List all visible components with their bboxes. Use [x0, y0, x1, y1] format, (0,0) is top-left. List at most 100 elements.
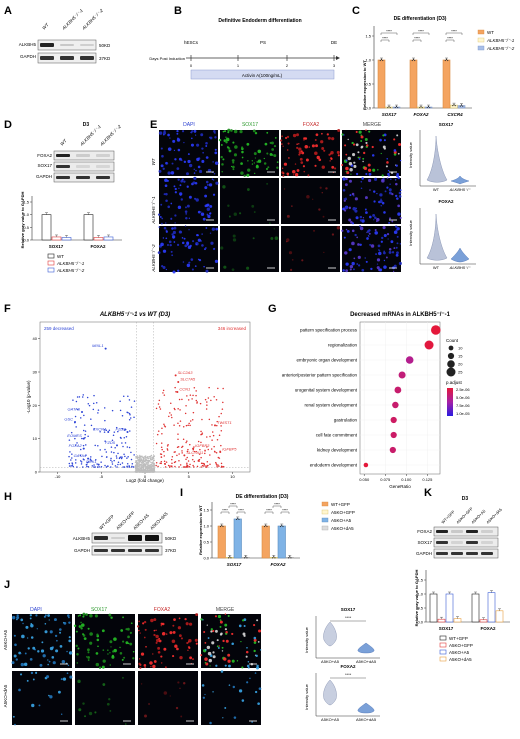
y-tick-label: 0.0 [417, 620, 423, 625]
bar-foxa2-1 [83, 214, 94, 241]
bar-foxa2-1 [261, 525, 270, 559]
volcano-point-up [186, 440, 188, 442]
volcano-point-down [86, 463, 88, 466]
go-term-dot [424, 340, 434, 350]
volcano-point-ns [141, 456, 143, 458]
y-tick-label: 0.0 [203, 556, 209, 561]
volcano-point-up [189, 463, 191, 466]
volcano-point-up [215, 399, 218, 401]
volcano-point-down [126, 466, 128, 468]
e-col-sox17: SOX17 [242, 122, 258, 128]
significance-mark: **** [274, 502, 280, 506]
volcano-point-up [171, 462, 173, 465]
k-legend-1: WT+GFP [449, 636, 468, 641]
volcano-point-up [200, 433, 202, 436]
go-term-dot [390, 431, 397, 439]
volcano-point-down [103, 431, 106, 433]
volcano-point-down [93, 394, 95, 397]
bar-foxa2-3 [424, 106, 433, 109]
volcano-point-ns [135, 456, 137, 458]
volcano-point-ns [150, 455, 152, 457]
i-legend-1: WT+GFP [331, 502, 350, 507]
volcano-point-ns [136, 455, 139, 457]
g-color-ticks: 2.5e-06 5.0e-06 7.5e-06 1.0e-05 [456, 387, 470, 416]
volcano-highlight-point [74, 421, 76, 423]
volcano-point-up [212, 434, 215, 437]
h-lane-1: WT+GFP [98, 514, 115, 531]
volcano-highlight-point [214, 424, 216, 427]
volcano-point-up [187, 448, 189, 451]
volcano-point-ns [150, 464, 152, 466]
color-legend-label: 2.5e-06 [456, 387, 470, 392]
panel-k: D3 WT+GFP A5KO+GFP A5KO+A5 A5KO+dA5 FOXA… [414, 496, 510, 662]
bar-foxa2-3 [103, 236, 114, 241]
volcano-point-up [181, 450, 183, 452]
volcano-point-up [201, 418, 203, 421]
volcano-point-up [170, 414, 173, 416]
volcano-point-ns [147, 460, 149, 462]
volcano-point-ns [136, 457, 139, 459]
c-cat-sox17: SOX17 [382, 112, 397, 117]
e-v1-x-ko: ALKBH5⁻/⁻ [449, 187, 472, 192]
volcano-point-down [113, 459, 115, 462]
gene-label-slc7a11: SLC7A11 [186, 450, 203, 455]
b-title: Definitive Endoderm differentiation [218, 18, 301, 24]
volcano-point-down [71, 463, 74, 465]
volcano-point-up [213, 396, 215, 398]
volcano-point-down [83, 414, 85, 417]
volcano-point-ns [144, 455, 147, 457]
volcano-point-down [130, 406, 133, 408]
volcano-point-ns [148, 467, 150, 469]
volcano-point-up [185, 441, 187, 444]
volcano-point-up [177, 445, 180, 448]
volcano-point-down [87, 465, 90, 468]
go-term-label: embryonic organ development [296, 358, 357, 363]
volcano-point-up [173, 424, 175, 426]
volcano-point-up [215, 452, 218, 454]
volcano-point-up [176, 454, 178, 457]
x-tick-label: 0.100 [401, 477, 412, 482]
volcano-highlight-point [177, 381, 180, 383]
volcano-point-down [75, 426, 77, 428]
volcano-point-down [105, 451, 108, 453]
y-tick-label: 1.5 [203, 508, 209, 513]
volcano-point-down [111, 409, 114, 412]
volcano-point-ns [146, 469, 148, 471]
volcano-point-up [220, 430, 223, 432]
y-tick-label: 1.5 [417, 578, 423, 583]
c-title: DE differentiation (D3) [394, 16, 447, 22]
j-v1-x-1: A5KO+A5 [321, 659, 340, 664]
x-tick-label: -5 [99, 474, 103, 479]
volcano-point-ns [139, 467, 141, 470]
volcano-point-up [164, 466, 167, 468]
j-violin1-title: SOX17 [341, 607, 356, 612]
volcano-point-down [78, 396, 81, 398]
b-activin-label: Activin A(100ng/mL) [242, 73, 283, 78]
panel-i-chart: DE differentiation (D3) Relative express… [198, 494, 355, 567]
volcano-point-down [82, 429, 85, 432]
j-violin-sox17-a5 [323, 621, 337, 647]
volcano-point-ns [144, 469, 146, 471]
micrograph-tile [342, 178, 401, 224]
volcano-point-up [174, 408, 176, 411]
volcano-point-down [69, 451, 71, 453]
k-lane-4: A5KO+dA5 [485, 506, 503, 524]
color-legend-label: 1.0e-05 [456, 411, 470, 416]
y-tick-label: 20 [33, 403, 38, 408]
bar-sox17-1 [429, 593, 438, 623]
j-violin2-title: FOXA2 [340, 664, 356, 669]
c-cat-foxa2: FOXA2 [413, 112, 429, 117]
b-timeline-label: Days Post Induction [149, 56, 185, 61]
volcano-point-ns [139, 465, 142, 467]
volcano-highlight-point [82, 447, 85, 450]
volcano-point-down [71, 457, 73, 459]
panel-g-dotplot: Decreased mRNAs in ALKBH5⁻/⁻-1 pattern s… [282, 312, 471, 489]
y-tick-label: 0.5 [417, 606, 423, 611]
k-lane-1: WT+GFP [440, 509, 456, 525]
volcano-point-ns [141, 471, 144, 473]
volcano-point-up [204, 449, 206, 452]
volcano-point-down [124, 455, 126, 458]
j-violin2-ylabel: Intensity value [304, 683, 309, 709]
volcano-point-ns [151, 456, 154, 459]
volcano-point-down [114, 465, 117, 467]
